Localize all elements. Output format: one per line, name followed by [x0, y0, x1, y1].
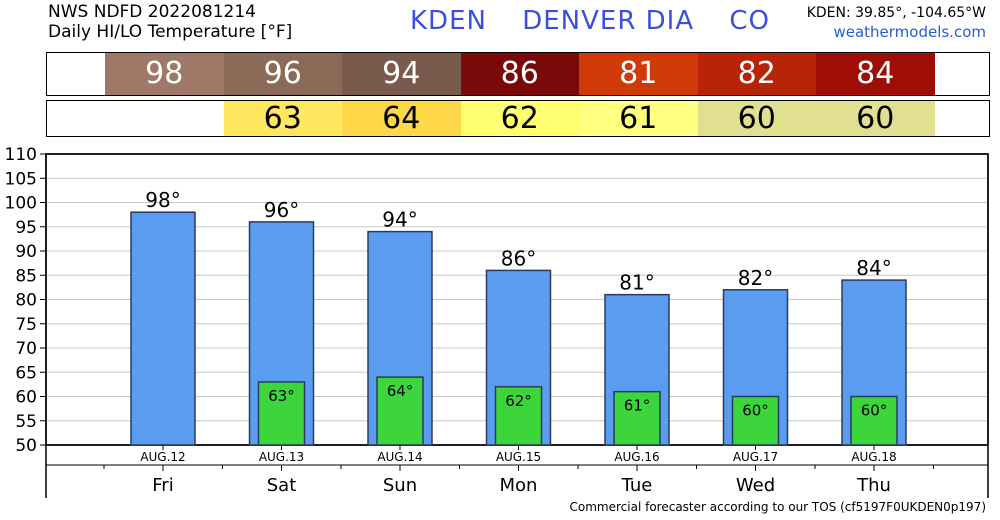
lo-strip-cell: 61 — [579, 101, 698, 136]
y-tick-label: 100 — [5, 194, 37, 214]
hi-strip-cell: 84 — [816, 53, 935, 95]
lo-bar-label: 62° — [505, 392, 532, 410]
hi-bar-label: 82° — [738, 266, 773, 290]
site-link[interactable]: weathermodels.com — [833, 23, 986, 41]
y-tick-label: 55 — [15, 412, 37, 432]
date-label: AUG.13 — [259, 450, 304, 464]
hi-bar-label: 86° — [501, 246, 536, 270]
day-label: Fri — [152, 475, 173, 496]
y-tick-label: 60 — [15, 388, 37, 408]
day-label: Wed — [736, 475, 775, 496]
hi-bar-label: 94° — [382, 208, 417, 232]
y-tick-label: 70 — [15, 339, 37, 359]
y-tick-label: 65 — [15, 363, 37, 383]
hi-bar-label: 96° — [264, 198, 299, 222]
station-meta: KDEN: 39.85°, -104.65°W weathermodels.co… — [807, 4, 986, 42]
y-tick-label: 85 — [15, 266, 37, 286]
lo-bar — [494, 386, 543, 446]
day-label: Sun — [383, 475, 417, 496]
station-title: KDEN DENVER DIA CO — [410, 6, 796, 36]
hi-strip-cell: 94 — [342, 53, 461, 95]
date-label: AUG.16 — [614, 450, 659, 464]
lo-bar-label: 64° — [387, 382, 414, 400]
hi-bar — [130, 211, 196, 446]
lo-bar-label: 60° — [742, 402, 769, 420]
date-label: AUG.17 — [733, 450, 778, 464]
y-tick-label: 80 — [15, 291, 37, 311]
hi-bar-label: 81° — [619, 271, 654, 295]
y-tick-label: 50 — [15, 436, 37, 456]
y-tick-label: 95 — [15, 218, 37, 238]
station-state: CO — [729, 6, 771, 36]
date-label: AUG.12 — [140, 450, 185, 464]
lo-bar — [850, 395, 898, 446]
station-name: DENVER DIA — [522, 6, 695, 36]
lo-bar — [613, 390, 661, 446]
hi-strip-cell: 82 — [697, 53, 816, 95]
lo-bar-label: 60° — [861, 402, 888, 420]
station-code: KDEN — [410, 6, 487, 36]
product-info: NWS NDFD 2022081214 Daily HI/LO Temperat… — [48, 2, 292, 42]
day-label: Tue — [621, 475, 653, 496]
date-label: AUG.15 — [496, 450, 541, 464]
footer-note: Commercial forecaster according to our T… — [569, 500, 986, 514]
lo-strip-cell — [105, 101, 224, 136]
lo-temp-strip: 63 64 62 61 60 60 — [46, 100, 990, 137]
day-label: Sat — [267, 475, 297, 496]
station-coords: KDEN: 39.85°, -104.65°W — [806, 5, 986, 21]
y-tick-label: 110 — [5, 145, 37, 165]
date-label: AUG.18 — [851, 450, 896, 464]
hi-temp-strip: 98 96 94 86 81 82 84 — [46, 52, 990, 96]
lo-strip-cell: 62 — [460, 101, 579, 136]
y-tick-label: 90 — [15, 242, 37, 262]
hi-bar-label: 98° — [145, 188, 180, 212]
hi-strip-cell: 96 — [223, 53, 342, 95]
product-line: NWS NDFD 2022081214 — [48, 2, 256, 22]
lo-bar — [376, 376, 424, 446]
hi-strip-cell: 98 — [105, 53, 224, 95]
product-subtitle: Daily HI/LO Temperature [°F] — [48, 22, 293, 42]
lo-strip-cell: 60 — [697, 101, 816, 136]
day-label: Thu — [856, 475, 891, 496]
lo-bar-label: 61° — [624, 397, 651, 415]
y-tick-label: 75 — [15, 315, 37, 335]
hi-strip-cell: 81 — [579, 53, 698, 95]
hi-strip-cell: 86 — [460, 53, 579, 95]
lo-strip-cell: 60 — [816, 101, 935, 136]
hi-bar-label: 84° — [856, 256, 891, 280]
lo-bar-label: 63° — [268, 387, 295, 405]
lo-bar — [257, 381, 306, 446]
lo-bar — [731, 395, 780, 446]
y-tick-label: 105 — [5, 169, 37, 189]
lo-strip-cell: 64 — [342, 101, 461, 136]
date-label: AUG.14 — [377, 450, 422, 464]
lo-strip-cell: 63 — [223, 101, 342, 136]
day-label: Mon — [500, 475, 538, 496]
